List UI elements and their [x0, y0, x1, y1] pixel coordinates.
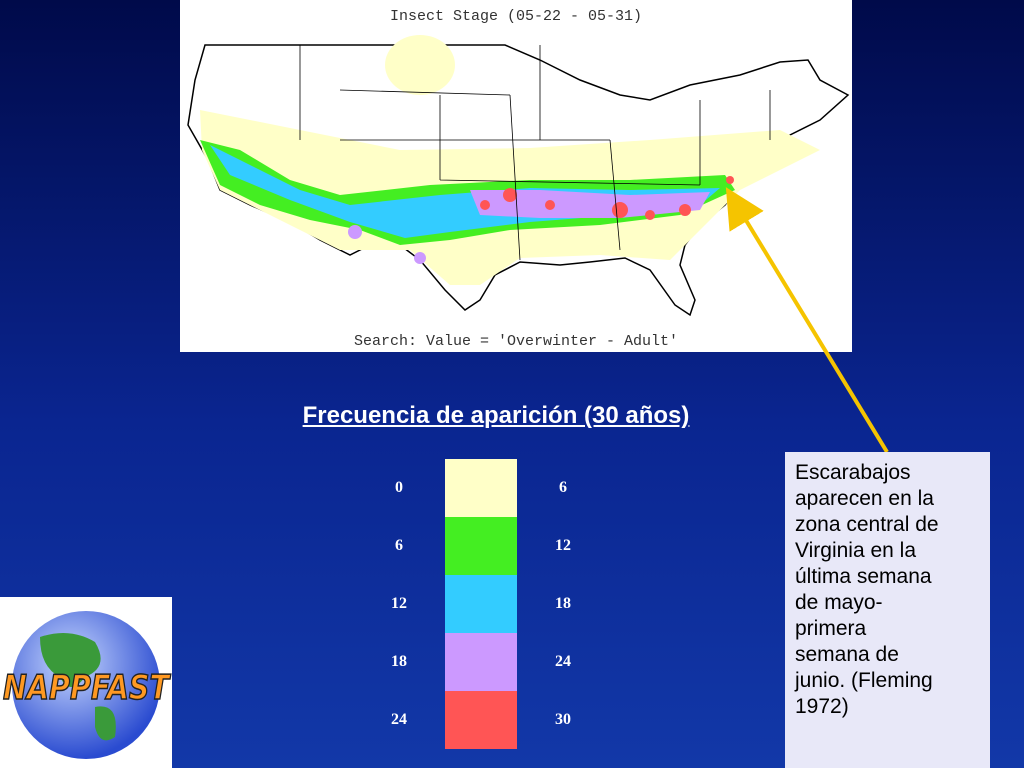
legend-from: 0 [395, 479, 403, 496]
map-title: Insect Stage (05-22 - 05-31) [390, 8, 642, 25]
legend-swatch [445, 691, 517, 749]
note-line: última semana [795, 565, 932, 588]
logo-text: NAPPFAST [3, 668, 171, 708]
note-box: Escarabajos aparecen en la zona central de… [785, 452, 990, 768]
note-line: 1972) [795, 695, 849, 718]
continents [40, 633, 116, 741]
note-line: Escarabajos [795, 461, 911, 484]
note-line: primera [795, 617, 867, 640]
state-lines [299, 45, 771, 261]
legend-from: 12 [391, 595, 407, 612]
legend-swatch [445, 575, 517, 633]
legend-from: 6 [395, 537, 403, 554]
note-line: semana de [795, 643, 899, 666]
legend-swatch [445, 459, 517, 517]
legend-to: 18 [555, 595, 571, 612]
note-line: de mayo- [795, 591, 883, 614]
legend-swatch [445, 517, 517, 575]
legend-title: Frecuencia de aparición (30 años) [302, 402, 690, 429]
note-line: Virginia en la [795, 539, 917, 562]
arrow [725, 187, 889, 454]
map: Insect Stage (05-22 - 05-31) Search: Val… [180, 0, 852, 352]
note-line: zona central de [795, 513, 939, 536]
legend-from: 24 [391, 711, 407, 728]
green-band [200, 140, 735, 245]
legend-to: 6 [559, 479, 567, 496]
note-line: junio. (Fleming [795, 669, 933, 692]
logo: NAPPFAST [0, 597, 172, 768]
legend-to: 12 [555, 537, 571, 554]
note-line: aparecen en la [795, 487, 934, 510]
map-footer: Search: Value = 'Overwinter - Adult' [354, 333, 678, 350]
legend-to: 24 [555, 653, 571, 670]
legend-swatch [445, 633, 517, 691]
logo-graphic: NAPPFAST [2, 611, 172, 759]
legend-to: 30 [555, 711, 571, 728]
legend-from: 18 [391, 653, 407, 670]
